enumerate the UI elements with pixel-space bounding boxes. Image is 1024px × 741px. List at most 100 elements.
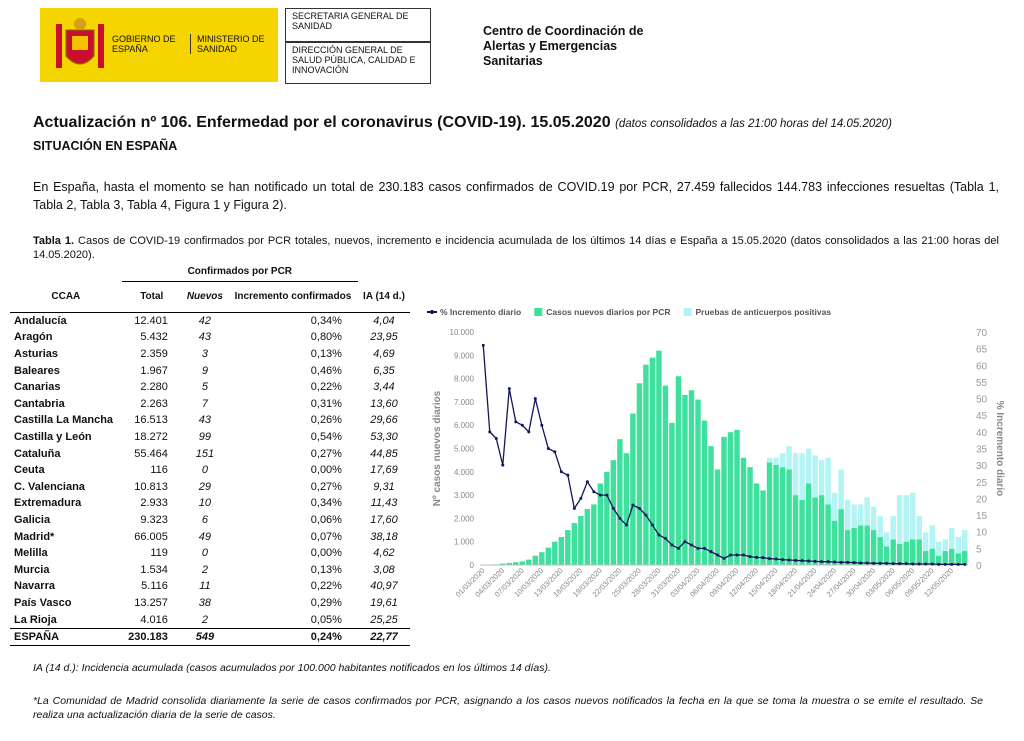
bar — [890, 516, 896, 540]
cell: 0 — [201, 547, 208, 560]
point — [865, 561, 869, 565]
group-header: Confirmados por PCR — [121, 264, 358, 282]
y-tick-label: 1.000 — [454, 538, 475, 547]
cell: 4,62 — [373, 547, 395, 560]
table: Confirmados por PCR CCAA Total Nuevos Increm… — [10, 264, 410, 646]
table-row: Melilla 119 0 0,00% 4,62 — [10, 545, 410, 562]
bar — [935, 541, 942, 556]
bar — [597, 483, 604, 565]
table-row: Andalucía 12.401 42 0,34% 4,04 — [10, 312, 410, 329]
bar — [604, 471, 610, 565]
table-row: Castilla y León 18.272 99 0,54% 53,30 — [10, 429, 410, 446]
legend-swatch — [534, 308, 543, 316]
bar — [539, 552, 545, 565]
y2-tick-label: 20 — [976, 494, 988, 505]
column-header: Incremento confirmados — [234, 291, 352, 303]
bar — [643, 364, 649, 565]
bar — [786, 446, 792, 470]
bar — [799, 499, 805, 565]
point — [624, 523, 628, 527]
point — [689, 543, 693, 547]
bar — [740, 457, 747, 565]
cell: 0,22% — [310, 580, 342, 593]
cell: 11,43 — [370, 497, 398, 510]
y-axis-label: Nº casos nuevos diarios — [432, 390, 443, 506]
y2-tick-label: 10 — [976, 528, 988, 539]
cell: 9 — [201, 364, 208, 377]
bar — [909, 539, 916, 565]
cell: 3,44 — [373, 381, 395, 394]
cell: 4.016 — [140, 613, 168, 626]
cell: 10 — [198, 497, 212, 510]
bar — [773, 464, 779, 565]
point — [650, 523, 654, 527]
gov-name: GOBIERNO DE ESPAÑA — [112, 34, 176, 54]
bar — [571, 523, 578, 565]
cell: ESPAÑA — [14, 631, 60, 644]
bar — [949, 548, 955, 565]
y2-tick-label: 45 — [976, 411, 988, 422]
bar — [877, 537, 883, 565]
bar — [942, 551, 948, 565]
bar — [766, 457, 773, 463]
cell: 4,04 — [373, 314, 395, 327]
bar — [617, 439, 623, 565]
bar — [799, 453, 805, 500]
cell: 29,66 — [370, 414, 398, 427]
caption-text: Casos de COVID-19 confirmados por PCR to… — [33, 235, 999, 261]
column-header: Total — [140, 291, 164, 303]
cell: 23,95 — [370, 331, 398, 344]
bar — [870, 530, 877, 565]
cell: 38,18 — [370, 530, 398, 543]
y2-tick-label: 70 — [976, 328, 988, 339]
bar — [812, 455, 818, 498]
cell: 0,46% — [310, 364, 342, 377]
cell: 0,13% — [310, 563, 342, 576]
table-row: ESPAÑA 230.183 549 0,24% 22,77 — [10, 628, 410, 646]
bar — [727, 432, 734, 565]
bar — [890, 539, 896, 565]
group-row: Confirmados por PCR — [10, 264, 410, 282]
cell: 49 — [198, 530, 212, 543]
cell: 0,27% — [310, 480, 342, 493]
cell: 1.967 — [140, 364, 168, 377]
bar — [962, 530, 968, 552]
cell: 3,08 — [373, 563, 395, 576]
bar — [623, 453, 630, 565]
bar — [916, 539, 922, 565]
cell: Madrid* — [14, 530, 55, 543]
cell: 9,31 — [373, 480, 395, 493]
cell: 6 — [201, 514, 208, 527]
cell: 3 — [201, 348, 208, 361]
bar — [935, 555, 942, 565]
cell: 0,34% — [310, 497, 342, 510]
cell: Navarra — [14, 580, 55, 593]
cell: 0,24% — [310, 631, 342, 644]
cell: Andalucía — [14, 314, 67, 327]
point — [540, 423, 544, 427]
cell: 7 — [201, 397, 208, 410]
point — [924, 562, 928, 566]
point — [898, 562, 902, 566]
cell: 0,80% — [310, 331, 342, 344]
point — [833, 560, 837, 564]
cell: 0 — [201, 464, 208, 477]
y2-tick-label: 50 — [976, 395, 988, 406]
point — [520, 423, 524, 427]
table-row: Madrid* 66.005 49 0,07% 38,18 — [10, 528, 410, 545]
table-row: Cataluña 55.464 151 0,27% 44,85 — [10, 445, 410, 462]
y-tick-label: 6.000 — [454, 421, 475, 430]
table-row: Murcia 1.534 2 0,13% 3,08 — [10, 562, 410, 579]
bar — [916, 516, 922, 540]
cell: 42 — [198, 314, 212, 327]
bar — [812, 497, 818, 565]
bar — [786, 469, 792, 565]
y-tick-label: 0 — [470, 561, 475, 570]
bar — [519, 561, 526, 565]
cell: Asturias — [14, 348, 59, 361]
y-tick-label: 3.000 — [454, 491, 475, 500]
cell: 119 — [150, 547, 168, 560]
legend-label: Pruebas de anticuerpos positivas — [695, 307, 831, 317]
caption-label: Tabla 1. — [33, 235, 75, 247]
bar — [955, 537, 961, 554]
